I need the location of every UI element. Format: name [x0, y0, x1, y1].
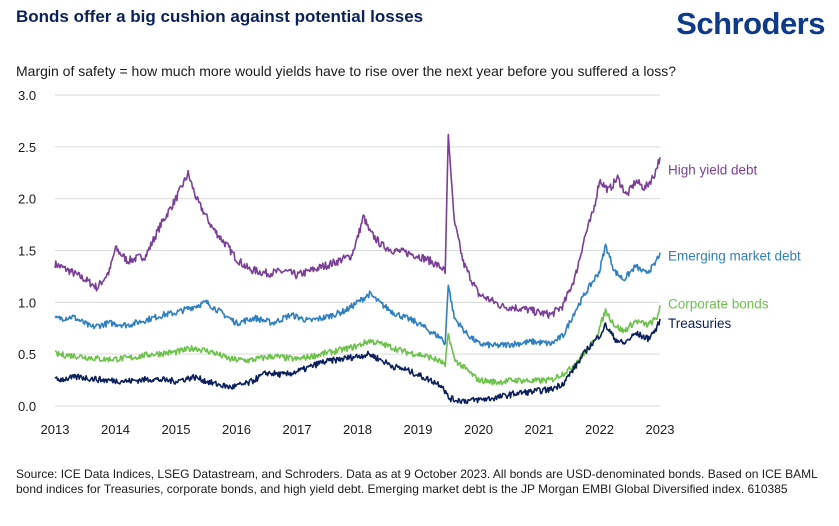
- x-tick-label: 2013: [41, 422, 70, 437]
- y-tick-label: 2.0: [18, 192, 36, 207]
- x-tick-label: 2022: [585, 422, 614, 437]
- series-line-treasuries: [54, 318, 661, 405]
- y-tick-label: 0.0: [18, 399, 36, 414]
- series-label: Emerging market debt: [668, 249, 801, 264]
- series-label: Corporate bonds: [668, 296, 769, 311]
- x-tick-label: 2015: [162, 422, 191, 437]
- source-note: Source: ICE Data Indices, LSEG Datastrea…: [16, 467, 818, 496]
- x-tick-label: 2020: [464, 422, 493, 437]
- x-tick-label: 2018: [343, 422, 372, 437]
- series-line-corporate-bonds: [55, 305, 661, 386]
- y-tick-label: 3.0: [18, 88, 36, 103]
- gridlines: [55, 94, 660, 407]
- series-label: Treasuries: [668, 316, 732, 331]
- y-tick-label: 1.5: [18, 244, 36, 259]
- x-tick-label: 2021: [525, 422, 554, 437]
- y-tick-label: 0.5: [18, 347, 36, 362]
- y-tick-label: 1.0: [18, 295, 36, 310]
- x-tick-label: 2019: [404, 422, 433, 437]
- series-line-emerging-market-debt: [54, 243, 661, 349]
- series-line-high-yield-debt: [54, 133, 661, 319]
- x-tick-label: 2017: [283, 422, 312, 437]
- y-axis-ticks: 0.0 0.5 1.0 1.5 2.0 2.5 3.0: [18, 88, 36, 414]
- x-tick-label: 2023: [646, 422, 675, 437]
- y-tick-label: 2.5: [18, 140, 36, 155]
- series-lines: [54, 133, 661, 405]
- chart-title: Bonds offer a big cushion against potent…: [16, 7, 424, 26]
- chart-subtitle: Margin of safety = how much more would y…: [16, 63, 677, 79]
- x-tick-label: 2016: [222, 422, 251, 437]
- series-labels: High yield debt Emerging market debt Corpo…: [668, 163, 801, 331]
- line-chart: 0.00.51.01.52.02.53.0 2013 2014 2015 2016 20…: [18, 88, 801, 437]
- series-label: High yield debt: [668, 163, 758, 178]
- x-tick-label: 2014: [101, 422, 130, 437]
- x-axis-ticks: 2013 2014 2015 2016 2017 2018 2019 2020 2021 2022…: [41, 422, 675, 437]
- schroders-logo: Schroders: [676, 6, 825, 41]
